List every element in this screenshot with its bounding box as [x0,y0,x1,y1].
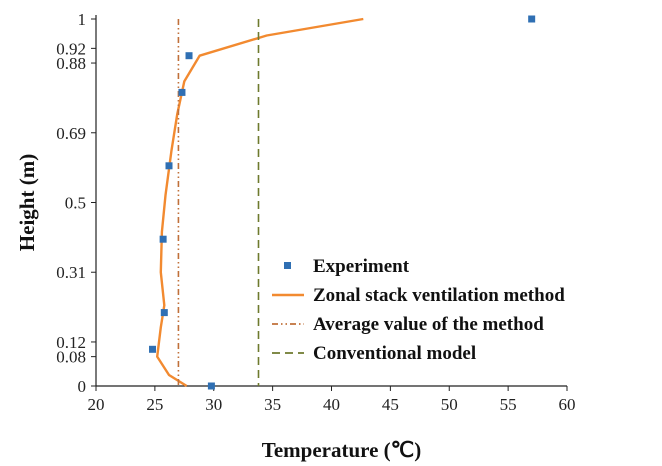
experiment-point [185,52,193,60]
x-axis-title: Temperature (℃) [262,438,421,462]
x-tick-label: 25 [146,395,163,414]
y-tick-label: 0.31 [56,263,86,282]
series-layer [149,15,536,390]
zonal-method-line [156,17,364,388]
legend: Experiment Zonal stack ventilation method… [272,256,565,364]
legend-swatch-experiment [284,262,291,269]
experiment-point [149,345,157,353]
legend-label: Experiment [313,256,410,277]
y-tick-label: 0.69 [56,124,86,143]
experiment-point [207,382,215,390]
y-tick-label: 0.88 [56,54,86,73]
x-tick-label: 40 [323,395,340,414]
y-tick-label: 0.12 [56,333,86,352]
x-tick-label: 30 [205,395,222,414]
experiment-point [165,162,173,170]
experiment-point [159,235,167,243]
x-tick-label: 55 [500,395,517,414]
y-tick-label: 0.92 [56,39,86,58]
legend-label: Zonal stack ventilation method [313,285,565,306]
x-tick-label: 50 [441,395,458,414]
y-axis-title: Height (m) [15,154,39,251]
y-tick-label: 0 [78,377,87,396]
legend-label: Average value of the method [313,314,544,335]
experiment-point [178,88,186,96]
y-tick-label: 1 [78,10,87,29]
x-tick-label: 45 [382,395,399,414]
experiment-point [528,15,536,23]
x-tick-label: 35 [264,395,281,414]
x-tick-label: 20 [88,395,105,414]
y-tick-label: 0.5 [65,194,86,213]
experiment-point [160,309,168,317]
x-tick-label: 60 [559,395,576,414]
axes: 20 25 30 35 40 45 50 55 60 0 0.080.12 0.31 0.5 0.69 0.… [56,10,575,414]
legend-label: Conventional model [313,343,476,364]
y-tick-label: 0.08 [56,348,86,367]
